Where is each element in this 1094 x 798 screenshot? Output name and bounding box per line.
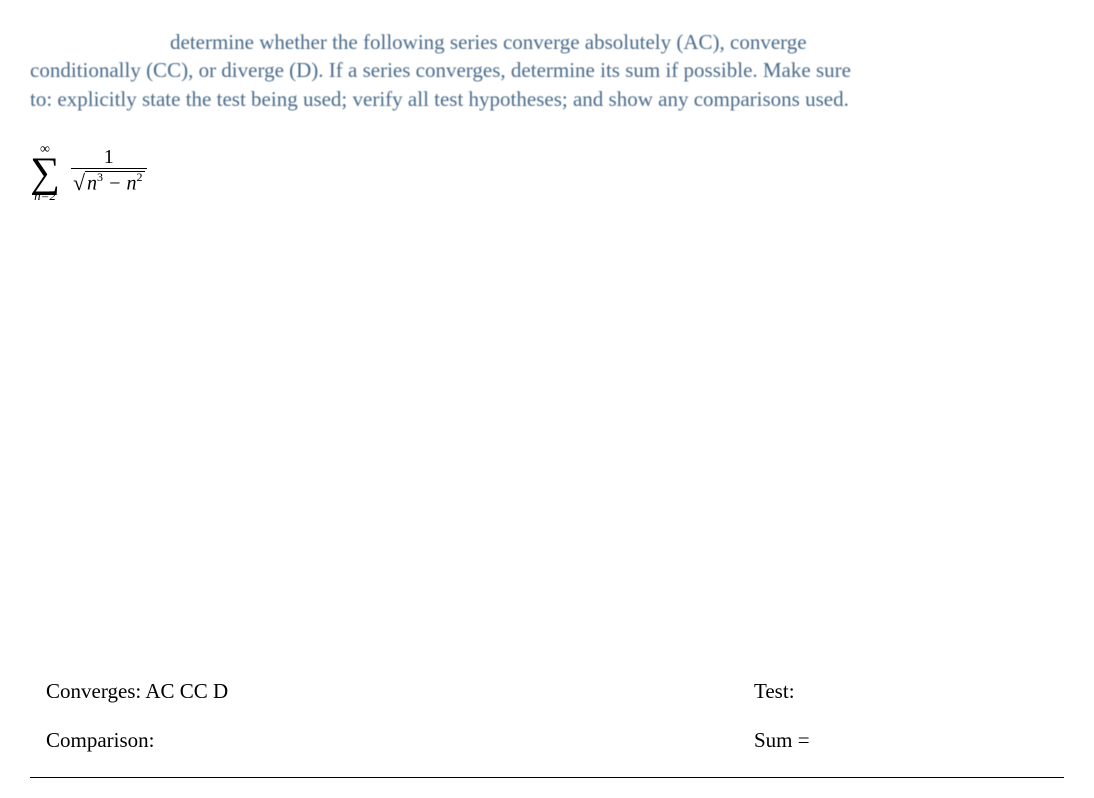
sqrt-symbol: √: [73, 172, 85, 194]
fraction: 1 √ n3 − n2: [71, 147, 147, 195]
answer-row-2: Comparison: Sum =: [30, 728, 1064, 753]
answer-section: Converges: AC CC D Test: Comparison: Sum…: [30, 679, 1064, 778]
instruction-line-3: to: explicitly state the test being used…: [30, 85, 1064, 113]
sigma-notation: ∞ ∑ n=2: [30, 143, 60, 202]
denominator: √ n3 − n2: [71, 169, 147, 195]
sigma-lower-limit: n=2: [34, 189, 56, 202]
square-root: √ n3 − n2: [73, 171, 145, 195]
problem-instructions: determine whether the following series c…: [30, 28, 1064, 113]
comparison-prompt: Comparison:: [46, 728, 754, 753]
instruction-line-1: determine whether the following series c…: [30, 28, 1064, 56]
test-prompt: Test:: [754, 679, 1064, 704]
divider-line: [30, 777, 1064, 778]
converges-prompt: Converges: AC CC D: [46, 679, 754, 704]
numerator: 1: [100, 147, 118, 168]
series-formula: ∞ ∑ n=2 1 √ n3 − n2: [30, 143, 1064, 202]
answer-row-1: Converges: AC CC D Test:: [30, 679, 1064, 704]
instruction-line-2: conditionally (CC), or diverge (D). If a…: [30, 56, 1064, 84]
sqrt-radicand: n3 − n2: [85, 171, 145, 195]
sum-prompt: Sum =: [754, 728, 1064, 753]
